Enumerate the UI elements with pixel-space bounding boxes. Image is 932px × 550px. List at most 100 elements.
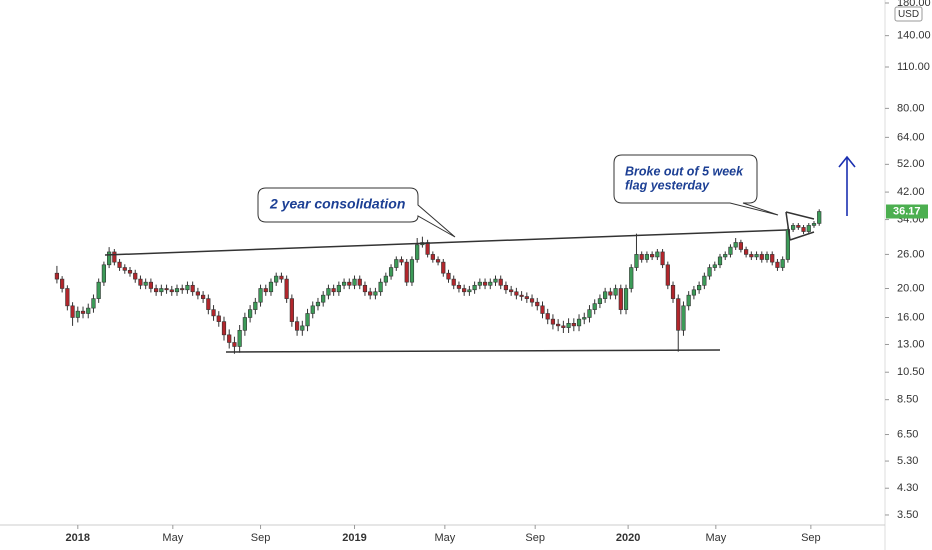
y-tick-label: 180.00	[897, 0, 931, 9]
candle-body	[451, 278, 456, 286]
candle-body	[811, 223, 817, 226]
candle-body	[728, 246, 733, 255]
candle-body	[404, 261, 409, 283]
candle-body	[665, 264, 670, 286]
candle-body	[331, 288, 336, 293]
candle-body	[164, 288, 169, 291]
candles	[54, 209, 822, 354]
candle-body	[352, 278, 357, 286]
trendlines	[104, 211, 815, 353]
candle-body	[707, 267, 712, 277]
candle-body	[247, 309, 253, 318]
candle-body	[388, 267, 394, 277]
candle-body	[597, 298, 603, 304]
candle-body	[70, 305, 75, 318]
candle-body	[550, 318, 556, 325]
candle-body	[279, 275, 284, 280]
y-tick-label: 42.00	[897, 186, 925, 198]
y-tick-label: 110.00	[897, 61, 930, 73]
candle-body	[498, 278, 503, 286]
last-price-box	[886, 204, 928, 219]
candle-body	[253, 301, 258, 310]
candle-body	[462, 288, 467, 293]
candle-body	[211, 309, 216, 317]
candle-body	[159, 288, 164, 293]
x-tick-label: Sep	[801, 532, 821, 544]
candle-body	[274, 275, 279, 283]
candle-body	[482, 281, 488, 286]
candle-body	[133, 272, 138, 280]
flag	[785, 211, 815, 241]
candle-body	[174, 288, 180, 293]
candle-body	[540, 305, 545, 314]
candle-body	[284, 278, 289, 299]
candle-body	[801, 227, 806, 232]
currency: USD	[898, 9, 919, 20]
candle-body	[242, 317, 247, 331]
candle-body	[227, 334, 232, 343]
y-tick-label: 26.00	[897, 248, 925, 260]
candle-body	[378, 281, 383, 293]
candle-body	[634, 254, 639, 268]
x-tick-label: Sep	[251, 532, 271, 544]
candle-body	[650, 254, 655, 258]
candle-body	[268, 281, 274, 293]
candle-body	[697, 284, 702, 291]
candle-body	[603, 291, 608, 299]
candle-body	[65, 288, 70, 307]
candle-body	[775, 261, 780, 268]
candle-body	[796, 225, 801, 228]
candle-body	[744, 249, 749, 255]
candle-body	[185, 284, 190, 291]
candle-body	[232, 342, 237, 347]
y-tick-label: 8.50	[897, 394, 918, 406]
candle-body	[101, 264, 107, 283]
callout-text: 2 year consolidation	[269, 196, 405, 212]
candle-body	[456, 284, 462, 289]
candle-body	[738, 242, 743, 250]
candle-body	[817, 211, 822, 224]
candle-body	[441, 261, 446, 274]
candle-body	[206, 298, 211, 310]
y-tick-label: 16.00	[897, 311, 925, 323]
candle-body	[96, 281, 101, 299]
y-tick-label: 3.50	[897, 509, 918, 521]
candle-body	[545, 313, 550, 320]
callout-text: flag yesterday	[625, 178, 710, 192]
candle-body	[154, 288, 159, 293]
candle-body	[399, 259, 404, 263]
x-tick-label: May	[434, 532, 455, 544]
candle-body	[691, 289, 697, 296]
x-tick-label: 2019	[342, 532, 366, 544]
candle-body	[80, 310, 86, 314]
candle-body	[294, 321, 300, 331]
candle-body	[493, 278, 498, 283]
candle-body	[571, 323, 576, 327]
candle-body	[446, 272, 451, 280]
candle-body	[770, 254, 775, 263]
candle-body	[326, 288, 331, 296]
candle-body	[488, 281, 493, 286]
candle-body	[112, 251, 117, 263]
candle-body	[629, 267, 634, 289]
candle-body	[122, 267, 127, 271]
candle-body	[216, 315, 221, 322]
y-tick-label: 52.00	[897, 158, 925, 170]
candle-body	[514, 291, 519, 296]
candle-body	[681, 305, 686, 331]
candle-body	[806, 225, 811, 232]
candle-body	[425, 242, 430, 255]
candle-body	[608, 291, 613, 296]
candle-body	[587, 309, 592, 318]
candle-body	[237, 329, 242, 347]
x-tick-label: May	[705, 532, 726, 544]
candle-body	[717, 256, 723, 266]
candle-body	[592, 303, 597, 310]
candle-body	[467, 289, 472, 293]
y-tick-label: 13.00	[897, 338, 925, 350]
candle-body	[576, 318, 582, 327]
candle-body	[91, 298, 96, 309]
y-tick-label: 10.50	[897, 366, 925, 378]
candle-body	[221, 321, 227, 336]
